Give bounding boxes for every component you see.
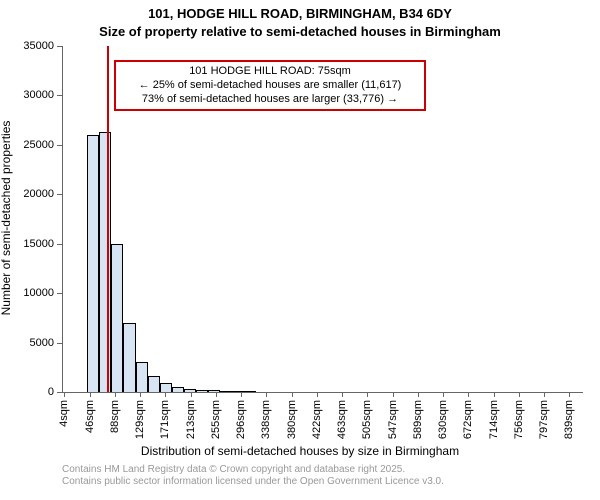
x-tick-mark [140,392,141,397]
y-tick-mark [57,194,62,195]
x-tick-label: 463sqm [336,400,348,439]
histogram-bar [111,244,123,392]
y-tick-mark [57,46,62,47]
x-tick-mark [418,392,419,397]
x-tick-label: 589sqm [412,400,424,439]
histogram-bar [196,390,208,392]
x-tick-mark [544,392,545,397]
x-tick-label: 714sqm [488,400,500,439]
y-tick-label: 5000 [14,337,54,349]
annotation-box: 101 HODGE HILL ROAD: 75sqm ← 25% of semi… [114,60,426,111]
x-tick-label: 380sqm [286,400,298,439]
x-tick-label: 797sqm [538,400,550,439]
histogram-bar [99,132,111,392]
histogram-bar [123,323,135,392]
x-tick-mark [443,392,444,397]
x-tick-mark [115,392,116,397]
histogram-bar [244,391,256,392]
y-tick-mark [57,244,62,245]
x-tick-label: 4sqm [58,400,70,427]
y-tick-mark [57,392,62,393]
x-tick-label: 547sqm [387,400,399,439]
property-marker-line [107,46,109,392]
x-tick-mark [165,392,166,397]
x-tick-mark [569,392,570,397]
histogram-bar [232,391,244,392]
x-tick-label: 46sqm [84,400,96,433]
y-tick-mark [57,343,62,344]
y-tick-label: 25000 [14,139,54,151]
footer-line-2: Contains public sector information licen… [62,476,444,488]
y-tick-label: 0 [14,386,54,398]
x-tick-label: 630sqm [437,400,449,439]
x-tick-label: 422sqm [311,400,323,439]
x-tick-label: 505sqm [361,400,373,439]
x-tick-mark [266,392,267,397]
chart-container: 101, HODGE HILL ROAD, BIRMINGHAM, B34 6D… [0,0,600,500]
chart-subtitle: Size of property relative to semi-detach… [0,24,600,39]
footer-line-1: Contains HM Land Registry data © Crown c… [62,464,444,476]
histogram-bar [136,362,148,392]
y-tick-label: 30000 [14,89,54,101]
x-tick-label: 255sqm [210,400,222,439]
histogram-bar [87,135,99,392]
y-tick-label: 10000 [14,287,54,299]
histogram-bar [172,387,184,392]
annotation-line-1: 101 HODGE HILL ROAD: 75sqm [122,65,418,79]
x-tick-label: 338sqm [260,400,272,439]
x-tick-mark [64,392,65,397]
y-tick-mark [57,293,62,294]
x-tick-mark [241,392,242,397]
histogram-bar [148,376,160,392]
footer-attribution: Contains HM Land Registry data © Crown c… [62,464,444,488]
x-tick-mark [494,392,495,397]
y-tick-label: 35000 [14,40,54,52]
histogram-bar [208,390,220,392]
x-tick-label: 672sqm [462,400,474,439]
x-tick-mark [367,392,368,397]
chart-title: 101, HODGE HILL ROAD, BIRMINGHAM, B34 6D… [0,6,600,21]
x-tick-mark [191,392,192,397]
annotation-line-2: ← 25% of semi-detached houses are smalle… [122,79,418,93]
histogram-bar [160,383,172,392]
x-tick-mark [342,392,343,397]
y-axis-label: Number of semi-detached properties [0,118,13,318]
x-tick-mark [393,392,394,397]
x-tick-label: 171sqm [159,400,171,439]
x-tick-mark [216,392,217,397]
y-tick-mark [57,95,62,96]
y-tick-mark [57,145,62,146]
x-tick-label: 296sqm [235,400,247,439]
x-axis-label: Distribution of semi-detached houses by … [0,444,600,458]
y-tick-label: 15000 [14,238,54,250]
x-tick-mark [292,392,293,397]
histogram-bar [220,391,232,392]
y-tick-label: 20000 [14,188,54,200]
annotation-line-3: 73% of semi-detached houses are larger (… [122,93,418,107]
x-tick-mark [317,392,318,397]
x-tick-label: 756sqm [513,400,525,439]
x-tick-label: 213sqm [185,400,197,439]
x-tick-mark [468,392,469,397]
x-tick-label: 839sqm [563,400,575,439]
x-tick-mark [90,392,91,397]
x-tick-mark [519,392,520,397]
x-tick-label: 88sqm [109,400,121,433]
x-tick-label: 129sqm [134,400,146,439]
